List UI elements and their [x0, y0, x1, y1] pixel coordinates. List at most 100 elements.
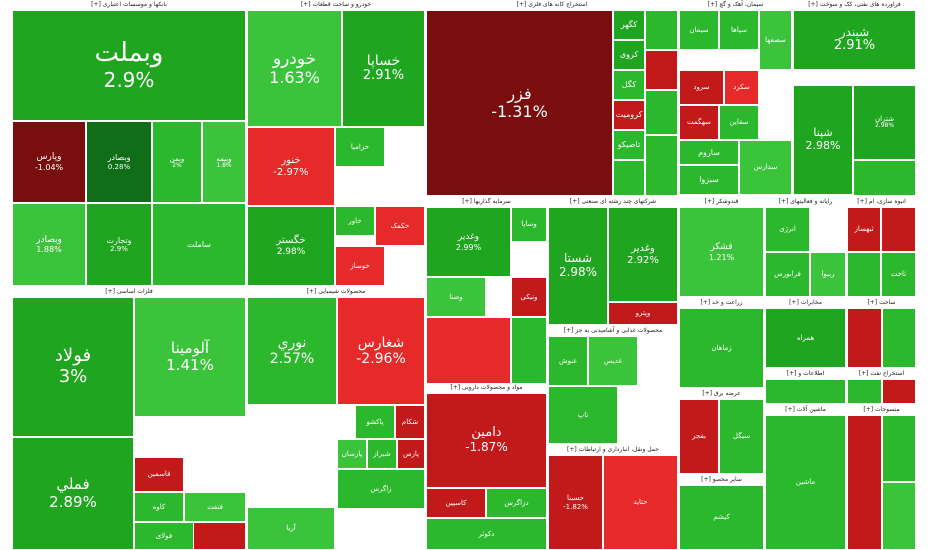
small-stock-tile[interactable] [847, 415, 882, 550]
small-stock-tile[interactable] [645, 50, 678, 90]
stock-tile[interactable]: وبصادر 1.88% [12, 203, 86, 286]
stock-tile[interactable]: دامین -1.87% [426, 393, 547, 488]
small-stock-tile[interactable] [882, 415, 916, 482]
stock-tile[interactable]: سصفها [759, 10, 792, 70]
stock-tile[interactable]: خوساز [335, 246, 385, 286]
small-stock-tile[interactable] [645, 135, 678, 196]
stock-tile[interactable]: فاسمین [134, 457, 184, 492]
stock-tile[interactable]: کگل [613, 70, 645, 100]
stock-tile[interactable]: شتران 2.98% [853, 85, 916, 160]
stock-tile[interactable]: تاصیکو [613, 130, 645, 160]
stock-tile[interactable]: بفجر [679, 399, 719, 474]
sector-title[interactable]: سایر محصو [+] [679, 475, 764, 485]
stock-tile[interactable]: وبیمه 1.8% [202, 121, 246, 203]
sector-title[interactable]: بانکها و موسسات اعتباری [+] [12, 0, 246, 10]
stock-tile[interactable]: ثاخت [881, 252, 916, 297]
stock-tile[interactable]: شبندر 2.91% [793, 10, 916, 70]
stock-tile[interactable]: ساملت [152, 203, 246, 286]
stock-tile[interactable]: زاگرس [337, 469, 425, 509]
stock-tile[interactable]: ونیکی [511, 277, 547, 317]
stock-tile[interactable]: خگستر 2.98% [247, 206, 335, 286]
stock-tile[interactable]: کروی [613, 40, 645, 70]
stock-tile[interactable]: فولاد 3% [12, 297, 134, 437]
stock-tile[interactable]: سرود [679, 70, 724, 105]
small-stock-tile[interactable] [765, 379, 846, 404]
stock-tile[interactable]: خنور -2.97% [247, 127, 335, 206]
stock-tile[interactable]: آریا [247, 507, 335, 550]
stock-tile[interactable]: خاور [335, 206, 375, 236]
stock-tile[interactable]: شغارس -2.96% [337, 297, 425, 405]
stock-tile[interactable]: زماهان [679, 308, 764, 388]
small-stock-tile[interactable] [882, 482, 916, 550]
stock-tile[interactable]: فولای [134, 522, 194, 550]
stock-tile[interactable]: سبزوا [679, 165, 739, 195]
stock-tile[interactable]: همراه [765, 308, 846, 368]
stock-tile[interactable]: کیشم [679, 485, 764, 550]
sector-title[interactable]: سرمایه گذاریها [+] [426, 197, 547, 207]
stock-tile[interactable]: آلومینا 1.41% [134, 297, 246, 417]
stock-tile[interactable]: وبمن 2% [152, 121, 202, 203]
stock-tile[interactable]: کرومیت [613, 100, 645, 130]
stock-tile[interactable]: سقاین [719, 105, 759, 140]
stock-tile[interactable]: دکوثر [426, 518, 547, 550]
stock-tile[interactable]: وغدیر 2.92% [608, 207, 678, 302]
small-stock-tile[interactable] [613, 160, 645, 196]
stock-tile[interactable]: فنفت [184, 492, 246, 522]
stock-tile[interactable]: وپارس -1.04% [12, 121, 86, 203]
sector-title[interactable]: ساخت [+] [847, 298, 916, 308]
stock-tile[interactable]: خزامیا [335, 127, 385, 167]
stock-tile[interactable]: تاپ [548, 386, 618, 444]
sector-title[interactable]: محصولات شیمیایی [+] [247, 287, 425, 297]
sector-title[interactable]: ماشین آلات [+] [765, 405, 846, 415]
small-stock-tile[interactable] [881, 207, 916, 252]
stock-tile[interactable]: ثبهساز [847, 207, 881, 252]
stock-tile[interactable]: وبصادر 0.28% [86, 121, 152, 203]
stock-tile[interactable]: شیراز [367, 439, 397, 469]
stock-tile[interactable]: وتجارت 2.9% [86, 203, 152, 286]
sector-title[interactable]: استخراج کانه های فلزی [+] [426, 0, 678, 10]
stock-tile[interactable]: پارسان [337, 439, 367, 469]
stock-tile[interactable]: حتاید [603, 455, 678, 550]
sector-title[interactable]: رایانه و فعالیتهای [+] [765, 197, 846, 207]
sector-title[interactable]: سیمان، آهک و گچ [+] [679, 0, 792, 10]
small-stock-tile[interactable] [847, 379, 882, 404]
stock-tile[interactable]: کگهر [613, 10, 645, 40]
stock-tile[interactable]: خودرو 1.63% [247, 10, 342, 127]
stock-tile[interactable]: سکرد [724, 70, 759, 105]
stock-tile[interactable]: نوري 2.57% [247, 297, 337, 405]
stock-tile[interactable]: کاسپین [426, 488, 486, 518]
stock-tile[interactable]: سدارس [739, 140, 792, 195]
stock-tile[interactable]: وصنا [426, 277, 486, 317]
small-stock-tile[interactable] [645, 90, 678, 135]
sector-title[interactable]: فلزات اساسی [+] [12, 287, 246, 297]
sector-title[interactable]: منسوجات [+] [847, 405, 916, 415]
stock-tile[interactable]: سهگمت [679, 105, 719, 140]
sector-title[interactable]: شرکتهای چند رشته ای صنعتی [+] [548, 197, 678, 207]
sector-title[interactable]: زراعت و خد [+] [679, 298, 764, 308]
stock-tile[interactable]: وپترو [608, 302, 678, 325]
sector-title[interactable]: قندوشکر [+] [679, 197, 764, 207]
sector-title[interactable]: عرضه برق [+] [679, 389, 764, 399]
small-stock-tile[interactable] [426, 317, 511, 392]
stock-tile[interactable]: ساروم [679, 140, 739, 165]
sector-title[interactable]: اطلاعات و [+] [765, 369, 846, 379]
sector-title[interactable]: استخراج نفت [+] [847, 369, 916, 379]
sector-title[interactable]: حمل ونقل، انبارداری و ارتباطات [+] [548, 445, 678, 455]
stock-tile[interactable]: فملي 2.89% [12, 437, 134, 550]
stock-tile[interactable]: وبملت 2.9% [12, 10, 246, 121]
stock-tile[interactable]: پارس [397, 439, 425, 469]
stock-tile[interactable]: دزاگرس [486, 488, 547, 518]
stock-tile[interactable]: وساپا [511, 207, 547, 242]
small-stock-tile[interactable] [853, 160, 916, 196]
sector-title[interactable]: فراورده های نفتی، کک و سوخت [+] [793, 0, 916, 10]
stock-tile[interactable]: سیگل [719, 399, 764, 474]
small-stock-tile[interactable] [882, 379, 916, 404]
small-stock-tile[interactable] [882, 308, 916, 368]
stock-tile[interactable]: خکمک [375, 206, 425, 246]
stock-tile[interactable]: خساپا 2.91% [342, 10, 425, 127]
stock-tile[interactable]: کاوه [134, 492, 184, 522]
stock-tile[interactable]: فزر -1.31% [426, 10, 613, 196]
stock-tile[interactable]: قشکر 1.21% [679, 207, 764, 297]
stock-tile[interactable]: انرژی [765, 207, 810, 252]
stock-tile[interactable]: سیمان [679, 10, 719, 50]
